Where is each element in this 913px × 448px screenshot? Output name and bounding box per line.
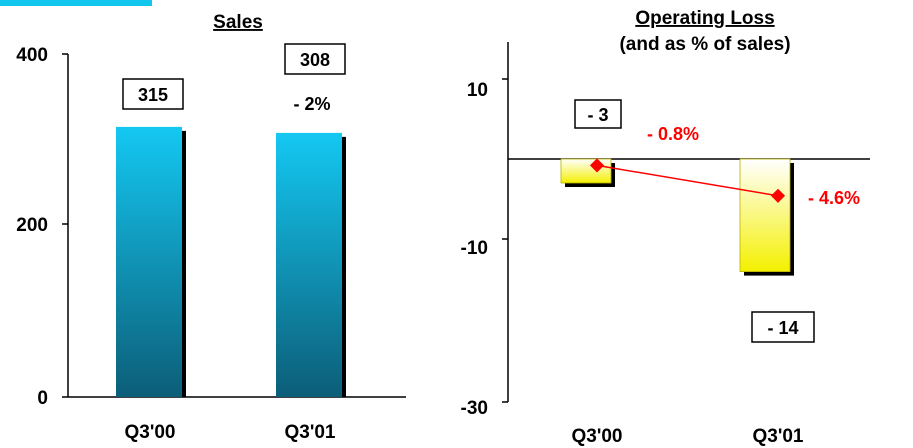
sales-value-label-box xyxy=(122,78,184,110)
sales-ytick-label: 400 xyxy=(16,45,48,66)
percent-label: - 0.8% xyxy=(647,124,699,144)
sales-ytick-label: 0 xyxy=(37,388,48,409)
percent-point xyxy=(589,158,605,173)
loss-ytick-label: -10 xyxy=(461,238,488,259)
percent-label: - 4.6% xyxy=(808,188,860,208)
loss-value-label: - 14 xyxy=(767,318,798,338)
sales-bar xyxy=(276,132,342,397)
loss-xtick-label: Q3'00 xyxy=(572,426,623,447)
sales-value-label: 308 xyxy=(300,50,330,70)
loss-bar xyxy=(560,158,612,184)
loss-value-label-box xyxy=(574,99,622,129)
loss-bar xyxy=(739,158,791,272)
loss-ytick-label: 10 xyxy=(467,80,488,101)
operating-loss-chart: Operating Loss (and as % of sales) 10 -1… xyxy=(461,8,870,447)
percent-point xyxy=(770,188,786,203)
percent-series-line xyxy=(596,164,779,197)
accent-strip xyxy=(0,0,152,6)
sales-xtick-label: Q3'00 xyxy=(125,422,176,443)
sales-xtick-label: Q3'01 xyxy=(285,422,336,443)
sales-ytick-label: 200 xyxy=(16,215,48,236)
loss-value-label: - 3 xyxy=(587,105,608,125)
sales-chart-title: Sales xyxy=(213,12,263,33)
loss-chart-subtitle: (and as % of sales) xyxy=(619,34,790,55)
sales-bar xyxy=(116,126,182,397)
loss-chart-title: Operating Loss xyxy=(635,8,774,29)
sales-change-label: - 2% xyxy=(293,94,330,114)
loss-ytick-label: -30 xyxy=(461,398,488,419)
sales-value-label-box xyxy=(284,43,346,75)
loss-xtick-label: Q3'01 xyxy=(753,426,804,447)
sales-chart: Sales 400 200 0 315 308 - 2% Q3'00 Q3'01 xyxy=(16,12,406,443)
loss-value-label-box xyxy=(751,311,815,343)
sales-value-label: 315 xyxy=(138,85,168,105)
